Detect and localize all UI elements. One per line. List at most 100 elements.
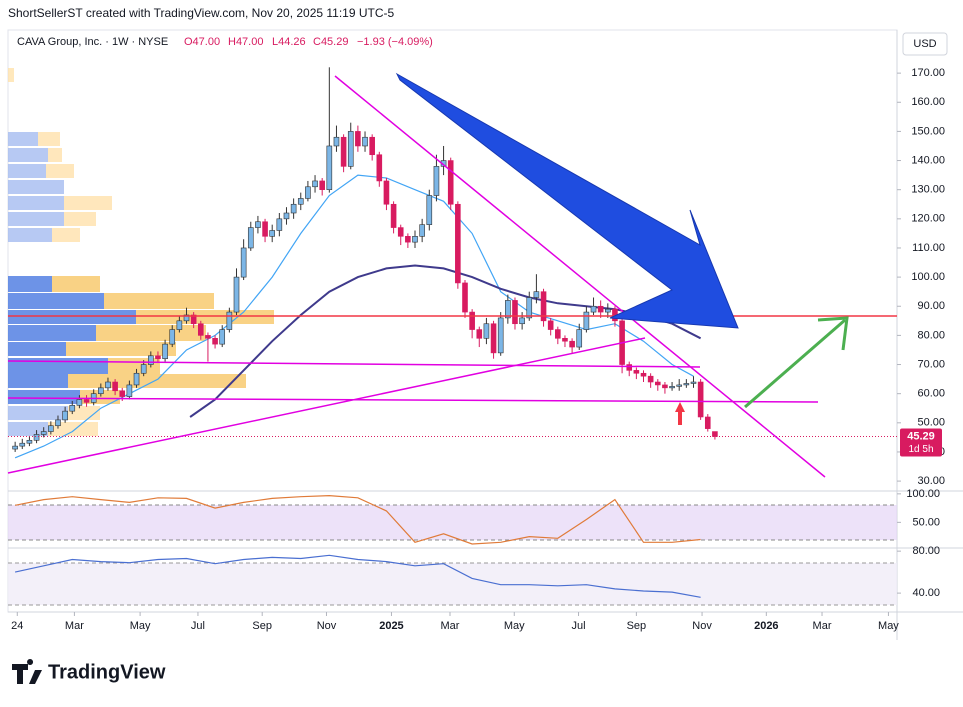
- candle-body: [419, 224, 425, 237]
- open: O47.00: [184, 36, 220, 48]
- legend: CAVA Group, Inc. · 1W · NYSE O47.00 H47.…: [17, 36, 433, 48]
- candle-body: [397, 227, 404, 237]
- y-tick-label: 70.00: [917, 358, 945, 370]
- vp-bar: [80, 390, 120, 404]
- candle-body: [547, 320, 554, 330]
- x-tick-label: Sep: [252, 620, 272, 632]
- candle-body: [183, 314, 190, 322]
- y-tick-label: 110.00: [912, 242, 945, 254]
- candle-body: [83, 399, 90, 403]
- vp-bar: [8, 390, 80, 404]
- vp-bar: [8, 342, 66, 356]
- x-tick-label: Mar: [65, 620, 84, 632]
- arrow-down: [395, 72, 739, 329]
- candle-body: [197, 323, 204, 336]
- vp-bar: [38, 132, 60, 146]
- y-tick-label: 50.00: [917, 417, 945, 429]
- vp-bar: [8, 228, 52, 242]
- vp-bar: [8, 325, 96, 341]
- x-tick-label: Mar: [813, 620, 832, 632]
- candle-body: [605, 308, 611, 313]
- candle-body: [676, 384, 683, 387]
- candle-body: [140, 364, 147, 374]
- vp-bar: [136, 310, 274, 324]
- logo-mark: [12, 659, 42, 684]
- pane-y-tick-label: 50.00: [912, 516, 940, 528]
- candle-body: [347, 131, 354, 167]
- currency-button[interactable]: [902, 32, 948, 56]
- candle-body: [69, 405, 76, 412]
- candle-body: [597, 305, 604, 313]
- candle-body: [290, 203, 297, 214]
- pane-y-tick-label: 100.00: [906, 488, 940, 500]
- candle-body: [40, 431, 47, 435]
- x-tick-label: 24: [11, 620, 23, 632]
- candle-body: [626, 364, 633, 371]
- candle-body: [247, 227, 254, 249]
- vp-bar: [8, 293, 104, 309]
- y-tick-label: 90.00: [917, 300, 945, 312]
- candle-body: [112, 381, 118, 392]
- candle-body: [497, 317, 504, 354]
- candle-body: [369, 136, 375, 156]
- indicator-band: [8, 563, 897, 605]
- candle-body: [233, 276, 240, 313]
- drawings: [7, 72, 897, 478]
- candle-body: [326, 145, 333, 190]
- candle-body: [333, 136, 340, 147]
- candle-body: [62, 410, 68, 421]
- candle-body: [455, 203, 461, 284]
- y-tick-label: 80.00: [917, 329, 945, 341]
- brand: TradingView: [48, 661, 166, 683]
- indicator-line: [14, 554, 701, 598]
- candle-body: [683, 383, 690, 386]
- candle-body: [476, 329, 483, 339]
- vp-bar: [52, 276, 100, 292]
- y-tick-label: 170.00: [911, 67, 945, 79]
- candle-body: [76, 399, 83, 406]
- vp-bar: [64, 212, 96, 226]
- candle-body: [219, 329, 226, 345]
- currency[interactable]: USD: [913, 38, 936, 50]
- candle-body: [48, 425, 54, 432]
- candle-body: [704, 416, 711, 429]
- candle-body: [519, 317, 525, 325]
- vp-bar: [96, 325, 206, 341]
- vp-bar: [46, 164, 74, 178]
- plot-area: 30.00 40.00 50.00 60.00 70.00 80.00 90.00 100.0…: [8, 67, 945, 632]
- vp-bar: [8, 132, 38, 146]
- candle-body: [283, 212, 290, 220]
- candle-body: [169, 329, 176, 345]
- candle-body: [269, 230, 276, 237]
- vp-bar: [8, 276, 52, 292]
- vp-bar: [104, 293, 214, 309]
- trend-line: [7, 360, 701, 368]
- x-tick-label: Sep: [627, 620, 647, 632]
- candle-body: [376, 154, 383, 182]
- last-price-box: [900, 428, 942, 457]
- red-arrow: [675, 402, 685, 425]
- vp-bar: [8, 164, 46, 178]
- candle-body: [240, 247, 247, 278]
- candle-body: [647, 375, 654, 383]
- vp-bar: [52, 228, 80, 242]
- vp-bar: [66, 342, 176, 356]
- x-tick-label: Nov: [692, 620, 712, 632]
- candle-body: [576, 329, 583, 348]
- candle-body: [390, 203, 397, 228]
- last-price: 45.29: [907, 430, 935, 442]
- candle-body: [654, 381, 661, 386]
- x-tick-label: Jul: [191, 620, 205, 632]
- candle-body: [640, 372, 647, 377]
- vp-bar: [8, 212, 64, 226]
- pane-y-tick-label: 80.00: [912, 545, 940, 557]
- candle-body: [490, 323, 497, 354]
- candle-body: [555, 329, 561, 339]
- candle-body: [319, 180, 325, 190]
- candle-body: [447, 160, 454, 205]
- x-tick-label: May: [504, 620, 525, 632]
- brand-logo: TradingView: [12, 659, 166, 684]
- vp-bar: [8, 196, 64, 210]
- symbol-name: CAVA Group, Inc. · 1W · NYSE: [17, 36, 168, 48]
